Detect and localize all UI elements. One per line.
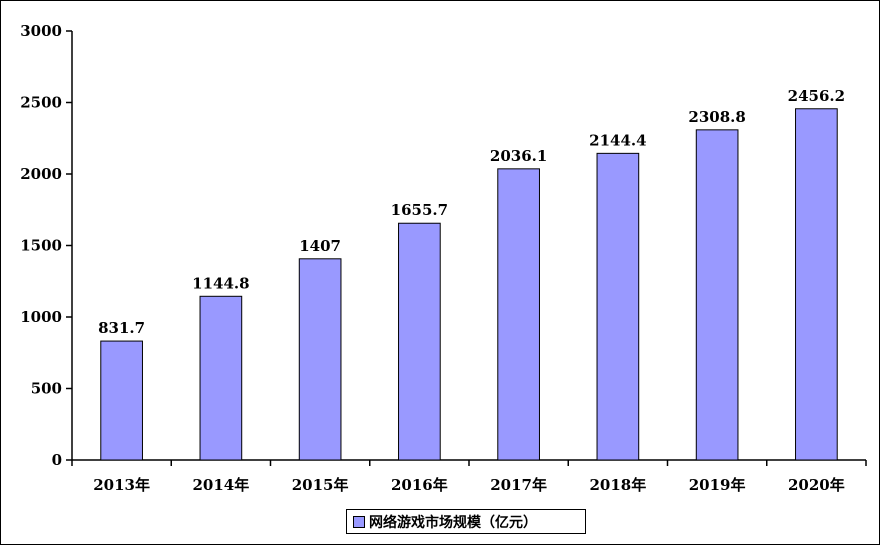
x-tick-label: 2018年 [590, 476, 647, 494]
data-label: 1144.8 [192, 274, 249, 292]
bar-2020年 [795, 108, 838, 461]
data-label: 1655.7 [391, 201, 448, 219]
data-label: 2036.1 [490, 147, 547, 165]
y-tick-label: 1500 [20, 237, 62, 255]
y-axis: 0 500 1000 1500 2000 2500 3000 [20, 22, 73, 469]
legend-label: 网络游戏市场规模（亿元） [369, 514, 537, 531]
x-tick-label: 2016年 [391, 476, 448, 494]
bar-2018年 [596, 152, 640, 461]
data-label: 1407 [299, 237, 341, 255]
data-label: 2308.8 [688, 108, 745, 126]
legend-swatch [353, 515, 365, 528]
x-tick-label: 2014年 [193, 476, 250, 494]
y-tick-label: 500 [31, 380, 62, 398]
data-label: 831.7 [98, 319, 145, 337]
x-tick-label: 2015年 [292, 476, 349, 494]
bar-2014年 [199, 295, 243, 461]
bar-2013年 [100, 340, 143, 461]
x-axis: 2013年 2014年 2015年 2016年 2017年 2018年 2019年 2020年 [71, 459, 867, 494]
x-tick-label: 2017年 [490, 476, 547, 494]
y-tick-label: 3000 [20, 22, 62, 40]
bar-2019年 [695, 129, 739, 461]
bar-2016年 [398, 222, 441, 461]
y-tick-label: 2500 [20, 94, 62, 112]
data-label: 2456.2 [788, 87, 845, 105]
x-tick-label: 2019年 [689, 476, 746, 494]
x-tick-label: 2020年 [788, 476, 845, 494]
bar-2015年 [298, 258, 342, 461]
bars [100, 108, 838, 461]
y-tick-label: 0 [52, 451, 62, 469]
y-tick-label: 2000 [20, 165, 62, 183]
y-tick-label: 1000 [20, 308, 62, 326]
x-tick-label: 2013年 [93, 476, 150, 494]
data-labels: 831.7 1144.8 1407 1655.7 2036.1 2144.4 2308.8 2… [98, 87, 845, 337]
data-label: 2144.4 [589, 131, 646, 149]
bar-2017年 [497, 168, 540, 461]
legend: 网络游戏市场规模（亿元） [346, 509, 586, 534]
